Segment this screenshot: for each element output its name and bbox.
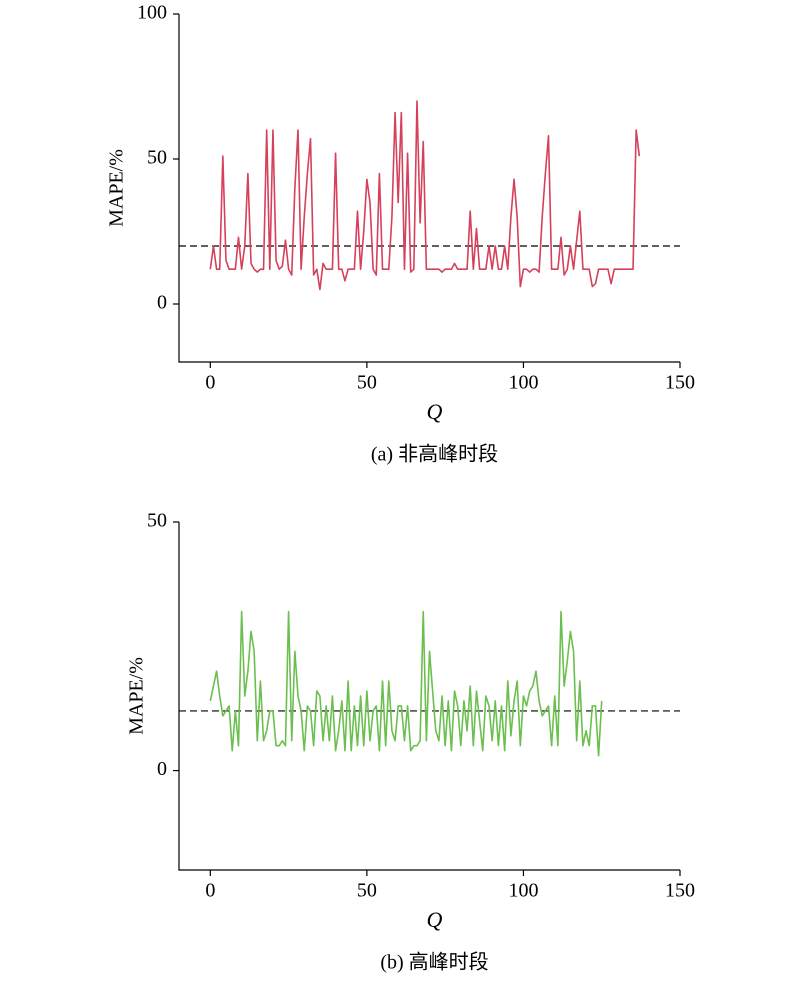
y-tick-label: 0 (157, 292, 167, 314)
x-tick-label: 0 (205, 880, 215, 902)
axis-spine (178, 14, 680, 363)
caption: (b) 高峰时段 (380, 951, 488, 974)
y-tick-label: 50 (147, 510, 167, 532)
caption: (a) 非高峰时段 (371, 443, 498, 466)
x-tick-label: 50 (357, 880, 377, 902)
y-tick-label: 100 (137, 2, 167, 24)
x-tick-label: 0 (205, 372, 215, 394)
y-axis-label: MAPE/% (126, 657, 148, 735)
y-tick-label: 50 (147, 147, 167, 169)
x-axis-label: Q (427, 907, 443, 932)
y-axis-label: MAPE/% (106, 149, 128, 227)
x-tick-label: 150 (665, 880, 695, 902)
data-line (209, 610, 603, 757)
x-axis-label: Q (427, 399, 443, 424)
y-tick-label: 0 (157, 758, 167, 780)
x-tick-label: 50 (357, 372, 377, 394)
x-tick-label: 100 (508, 372, 538, 394)
axis-spine (178, 522, 680, 871)
x-tick-label: 100 (508, 880, 538, 902)
x-tick-label: 150 (665, 372, 695, 394)
data-line (209, 100, 641, 291)
